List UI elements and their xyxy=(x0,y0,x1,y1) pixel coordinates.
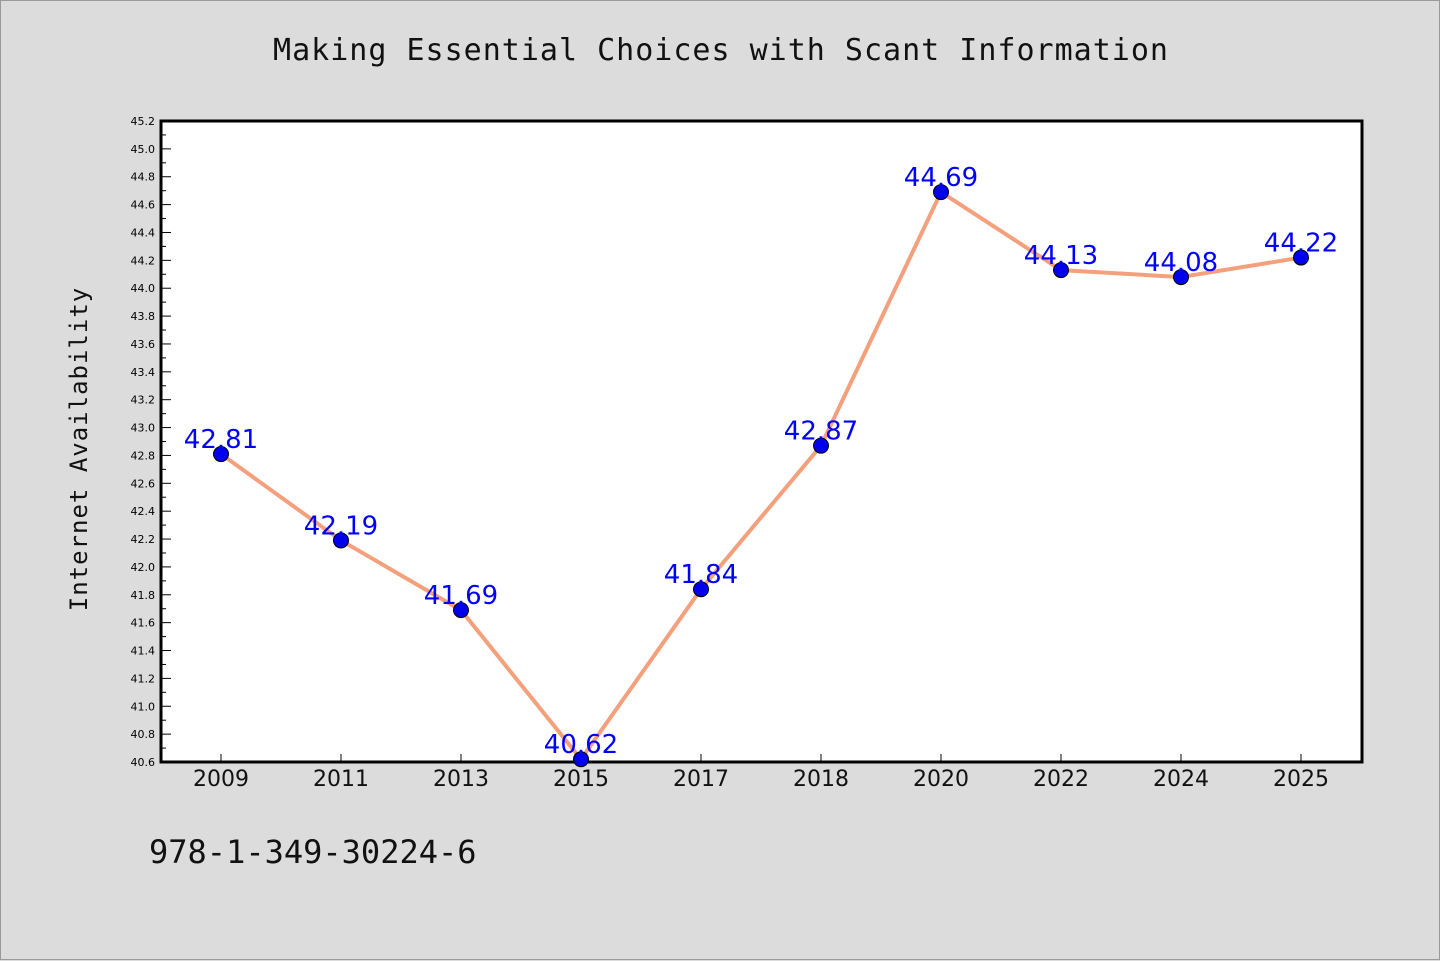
data-label: 42.19 xyxy=(304,511,378,541)
plot-area xyxy=(159,119,1364,764)
data-point xyxy=(1173,269,1189,286)
y-tick-label: 41.8 xyxy=(131,589,156,602)
data-label: 44.13 xyxy=(1024,241,1098,271)
y-tick-label: 44.2 xyxy=(131,254,156,267)
x-tick-label: 2024 xyxy=(1153,767,1209,792)
y-tick-label: 44.0 xyxy=(131,282,156,295)
data-label: 41.69 xyxy=(424,581,498,611)
y-tick-label: 43.4 xyxy=(131,366,156,379)
data-point xyxy=(453,602,469,619)
x-tick-label: 2009 xyxy=(193,767,249,792)
x-tick-label: 2018 xyxy=(793,767,849,792)
data-label: 44.69 xyxy=(904,163,978,193)
y-axis: 40.6 40.8 41.0 41.2 41.4 41.6 41.8 42.0 42.2 42.4… xyxy=(131,115,171,769)
y-tick-label: 41.2 xyxy=(131,672,156,685)
data-label: 42.87 xyxy=(784,417,858,447)
y-tick-label: 40.6 xyxy=(131,756,156,769)
y-tick-label: 40.8 xyxy=(131,728,156,741)
y-tick-label: 41.0 xyxy=(131,700,156,713)
y-tick-label: 41.6 xyxy=(131,617,156,630)
x-axis: 2009 2011 2013 2015 2017 2018 2020 2022 2024 2025 xyxy=(193,754,1329,792)
footer-code: 978-1-349-30224-6 xyxy=(149,833,477,871)
y-tick-label: 45.2 xyxy=(131,115,156,128)
data-point xyxy=(813,437,829,454)
data-point xyxy=(693,581,709,598)
y-tick-label: 42.6 xyxy=(131,477,156,490)
y-tick-label: 42.4 xyxy=(131,505,156,518)
data-point xyxy=(1293,249,1309,266)
y-tick-label: 43.8 xyxy=(131,310,156,323)
y-tick-label: 44.6 xyxy=(131,199,156,212)
x-tick-label: 2013 xyxy=(433,767,489,792)
x-tick-label: 2011 xyxy=(313,767,369,792)
y-axis-label: Internet Availability xyxy=(65,287,93,611)
y-tick-label: 44.4 xyxy=(131,226,156,239)
data-points xyxy=(213,184,1309,768)
data-label: 44.22 xyxy=(1264,229,1338,259)
x-tick-label: 2017 xyxy=(673,767,729,792)
data-point xyxy=(933,184,949,201)
x-tick-label: 2015 xyxy=(553,767,609,792)
x-tick-label: 2025 xyxy=(1273,767,1329,792)
data-point xyxy=(213,446,229,463)
data-label: 41.84 xyxy=(664,560,738,590)
data-label: 40.62 xyxy=(544,730,618,760)
y-tick-label: 42.0 xyxy=(131,561,156,574)
x-tick-label: 2022 xyxy=(1033,767,1089,792)
series-line-group xyxy=(219,190,1302,762)
y-tick-label: 43.6 xyxy=(131,338,156,351)
y-tick-label: 44.8 xyxy=(131,171,156,184)
data-point xyxy=(573,751,589,768)
data-label: 44.08 xyxy=(1144,248,1218,278)
y-tick-label: 41.4 xyxy=(131,645,156,658)
chart-title: Making Essential Choices with Scant Info… xyxy=(273,33,1169,68)
series-line xyxy=(219,190,1302,762)
data-point xyxy=(1053,262,1069,279)
y-tick-label: 42.2 xyxy=(131,533,156,546)
y-tick-label: 45.0 xyxy=(131,143,156,156)
data-labels: 42.81 42.19 41.69 40.62 41.84 42.87 44.69 44.13… xyxy=(184,163,1338,760)
y-tick-label: 43.2 xyxy=(131,394,156,407)
y-tick-label: 42.8 xyxy=(131,449,156,462)
data-label: 42.81 xyxy=(184,425,258,455)
data-point xyxy=(333,532,349,549)
y-tick-label: 43.0 xyxy=(131,422,156,435)
x-tick-label: 2020 xyxy=(913,767,969,792)
